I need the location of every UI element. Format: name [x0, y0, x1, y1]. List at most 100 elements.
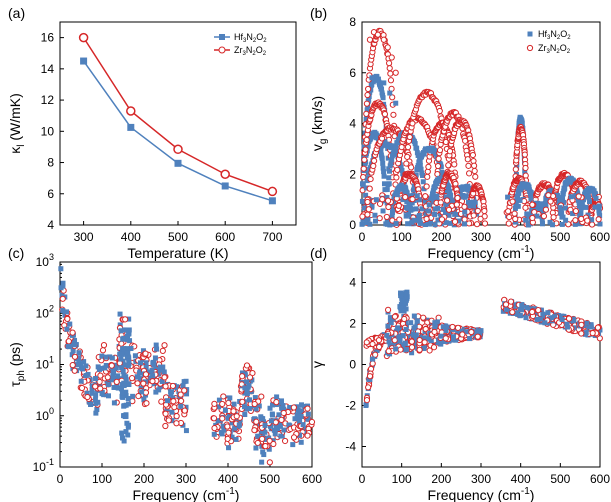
zr-point: [140, 380, 147, 387]
zr-point: [578, 330, 585, 337]
hf-point: [263, 436, 269, 442]
x-axis-label: Frequency (cm-1): [133, 486, 240, 502]
legend-label: Zr3N2O2: [538, 43, 571, 55]
hf-point: [139, 389, 145, 395]
hf-point: [369, 203, 375, 209]
hf-point: [411, 217, 417, 223]
hf-point: [440, 206, 446, 212]
hf-point: [125, 432, 131, 438]
hf-point: [400, 333, 406, 339]
hf-point: [127, 338, 133, 344]
hf-point: [393, 100, 399, 106]
zr-point: [384, 44, 391, 51]
hf-point: [418, 166, 424, 172]
hf-point: [401, 308, 407, 314]
x-tick-label: 600: [302, 472, 322, 486]
hf-point: [540, 311, 546, 317]
hf-point: [389, 221, 395, 227]
zr-point: [361, 156, 368, 163]
hf-point: [153, 342, 159, 348]
zr-point: [507, 298, 515, 305]
hf-point: [287, 405, 293, 411]
hf-point: [247, 378, 253, 384]
hf-point: [539, 216, 545, 222]
zr-point: [540, 213, 548, 220]
hf-point: [67, 321, 73, 327]
hf-point: [516, 190, 522, 196]
hf-point: [399, 342, 405, 348]
x-tick-label: 700: [262, 230, 282, 244]
hf-point: [422, 198, 428, 204]
hf-point: [542, 320, 548, 326]
zr-point: [459, 331, 466, 338]
panel-label: (d): [310, 245, 327, 261]
zr-point: [246, 374, 254, 381]
zr-point: [461, 203, 468, 210]
hf-point: [261, 452, 267, 458]
zr-point: [243, 362, 251, 369]
hf-point: [138, 360, 144, 366]
zr-point: [545, 192, 552, 199]
hf-point: [443, 201, 449, 207]
hf-point: [430, 188, 436, 194]
hf-point: [278, 433, 284, 439]
zr-point: [451, 218, 459, 225]
zr-point: [71, 367, 78, 374]
hf-point: [180, 383, 186, 389]
y-tick-label: 12: [41, 93, 55, 107]
hf-point: [121, 346, 127, 352]
hf-point: [295, 407, 301, 413]
hf-point: [389, 213, 395, 219]
hf-point: [411, 187, 417, 193]
hf-point: [83, 363, 89, 369]
hf-point: [157, 364, 163, 370]
hf-point: [123, 429, 129, 435]
zr-point: [71, 353, 79, 360]
hf-point: [267, 423, 273, 429]
zr-point: [512, 166, 519, 173]
hf-point: [58, 266, 64, 272]
zr-point: [394, 166, 401, 173]
hf-point: [517, 313, 523, 319]
hf-point: [95, 399, 101, 405]
zr-point: [547, 198, 554, 205]
hf-marker: [174, 159, 182, 167]
hf-point: [583, 204, 589, 210]
zr-point: [233, 413, 240, 420]
hf-point: [547, 219, 553, 225]
panel-c: (c) 0 100 200 300 400 500 600 10-1 100 101 102 103 Fr…: [7, 245, 322, 502]
zr-point: [97, 385, 104, 392]
zr-point: [594, 324, 602, 331]
x-tick-label: 600: [590, 230, 610, 244]
zr-point: [371, 157, 378, 164]
hf-point: [398, 293, 404, 299]
hf-point: [253, 445, 259, 451]
hf-point: [433, 151, 439, 157]
zr-point: [387, 70, 394, 77]
hf-point: [558, 210, 564, 216]
zr-point: [595, 216, 602, 223]
hf-point: [118, 356, 124, 362]
hf-point: [84, 390, 90, 396]
hf-point: [443, 220, 449, 226]
zr-point: [251, 400, 258, 408]
hf-point: [442, 209, 448, 215]
zr-point: [386, 65, 393, 72]
zr-point: [366, 185, 373, 192]
hf-point: [389, 210, 395, 216]
hf-point: [75, 355, 81, 361]
hf-point: [398, 301, 404, 307]
hf-point: [121, 372, 127, 378]
zr-point: [473, 221, 481, 228]
hf-point: [380, 165, 386, 171]
zr-point: [529, 308, 536, 316]
hf-point: [59, 292, 65, 298]
hf-point: [416, 197, 422, 203]
hf-point: [359, 221, 365, 227]
zr-marker: [220, 169, 230, 179]
hf-point: [559, 316, 565, 322]
zr-point: [474, 207, 481, 215]
hf-point: [380, 95, 386, 101]
hf-point: [216, 404, 222, 410]
x-tick-label: 200: [431, 230, 451, 244]
